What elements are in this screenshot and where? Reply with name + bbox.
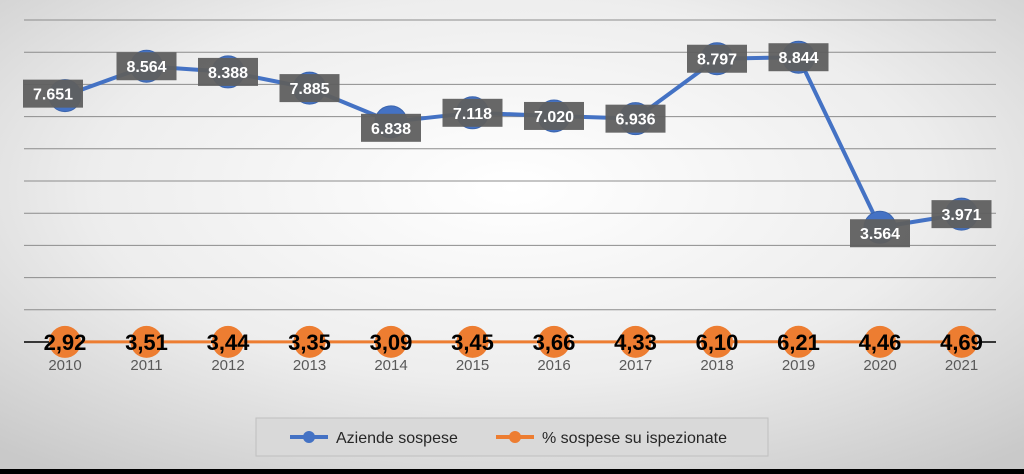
x-tick-label: 2010 [48,357,81,374]
data-label: 3,66 [533,330,576,355]
data-label: 3.971 [941,207,981,224]
x-tick-label: 2012 [211,357,244,374]
x-tick-label: 2016 [537,357,570,374]
data-label: 3,35 [288,330,331,355]
legend-marker-percent-sospese [509,431,521,443]
data-label: 6,10 [696,330,739,355]
data-label: 4,46 [859,330,902,355]
data-label: 4,69 [940,330,983,355]
x-tick-label: 2017 [619,357,652,374]
data-label: 8.797 [697,52,737,69]
data-label: 6.838 [371,121,411,138]
x-tick-label: 2015 [456,357,489,374]
data-label: 7.020 [534,109,574,126]
data-label: 7.885 [289,81,329,98]
legend-marker-aziende-sospese [303,431,315,443]
data-label: 8.388 [208,65,248,82]
x-tick-label: 2013 [293,357,326,374]
legend-label-aziende-sospese: Aziende sospese [336,430,458,447]
data-label: 3,09 [370,330,413,355]
x-tick-label: 2020 [863,357,896,374]
data-label: 7.118 [453,106,492,123]
data-label: 2,92 [44,330,87,355]
data-label: 4,33 [614,330,657,355]
x-tick-label: 2018 [700,357,733,374]
x-tick-label: 2014 [374,357,407,374]
x-tick-label: 2021 [945,357,978,374]
data-label: 8.844 [778,50,818,67]
x-tick-label: 2011 [130,357,162,374]
data-label: 8.564 [126,59,166,76]
data-label: 7.651 [33,87,73,104]
data-label: 3.564 [860,226,900,243]
data-label: 3,51 [125,330,168,355]
data-label: 3,45 [451,330,494,355]
legend-label-percent-sospese: % sospese su ispezionate [542,430,727,447]
legend: Aziende sospese % sospese su ispezionate [256,418,768,456]
data-label: 6,21 [777,330,820,355]
x-tick-label: 2019 [782,357,815,374]
data-label: 3,44 [207,330,251,355]
data-label: 6.936 [615,112,655,129]
